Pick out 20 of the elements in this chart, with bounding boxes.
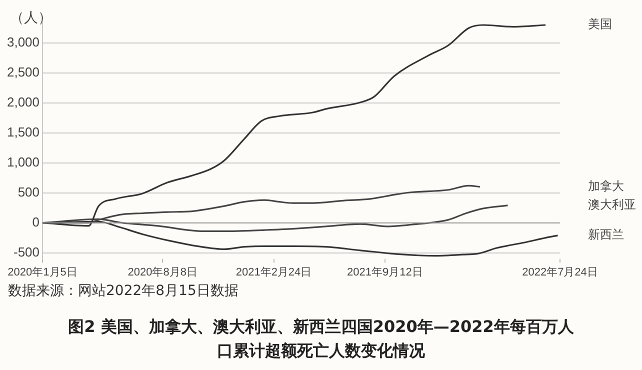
- text: 新西兰: [588, 228, 624, 242]
- text: 澳大利亚: [588, 198, 636, 212]
- y-tick-label: 0: [32, 214, 40, 230]
- text: 加拿大: [588, 178, 624, 193]
- x-tick-label: 2022年7月24日: [522, 266, 598, 278]
- x-tick-label: 2021年2月24日: [236, 266, 312, 278]
- y-tick-label: 500: [18, 184, 40, 200]
- y-axis-title: （人）: [10, 10, 52, 26]
- y-tick-label: 1,500: [6, 124, 40, 140]
- y-tick-label: 3,000: [6, 34, 40, 50]
- text: 图2 美国、加拿大、澳大利亚、新西兰四国2020年—2022年每百万人口累计超额死亡人数变化情况: [67, 316, 575, 362]
- source-note: 数据来源：网站2022年8月15日数据: [8, 282, 238, 300]
- text: 美国: [588, 17, 612, 32]
- x-tick-label: 2020年1月5日: [8, 266, 78, 278]
- y-tick-label: 2,000: [6, 94, 40, 110]
- y-tick-label: 2,500: [6, 64, 40, 80]
- x-tick-label: 2021年9月12日: [347, 266, 423, 278]
- y-tick-label: 1,000: [6, 154, 40, 170]
- x-tick-label: 2020年8月8日: [128, 266, 198, 278]
- y-tick-label: -500: [14, 244, 40, 260]
